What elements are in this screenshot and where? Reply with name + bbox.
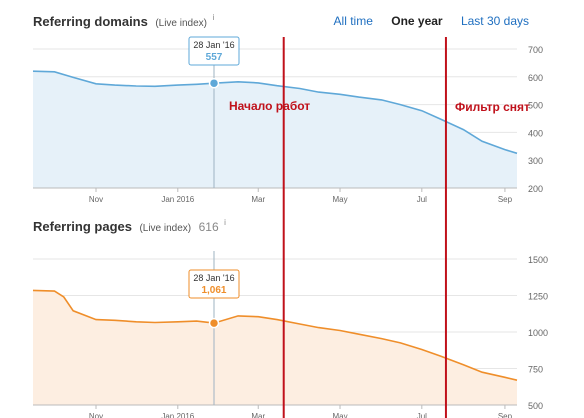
referring-pages-title: Referring pages: [33, 219, 132, 234]
y-tick-label: 300: [528, 156, 543, 166]
referring-pages-title-group: Referring pages (Live index) 616 i: [33, 218, 226, 236]
referring-domains-subtitle: (Live index): [155, 18, 208, 29]
referring-pages-subtitle: (Live index): [139, 223, 192, 234]
tab-last-30-days[interactable]: Last 30 days: [460, 14, 529, 28]
y-tick-label: 500: [528, 401, 543, 411]
referring-domains-area: [33, 71, 517, 188]
data-point[interactable]: [208, 317, 220, 329]
referring-domains-line: [32, 70, 518, 155]
tooltip-box: [188, 269, 240, 299]
y-tick-label: 1250: [528, 292, 548, 302]
x-tick-label: Sep: [498, 412, 513, 418]
x-tick-label: Jan 2016: [161, 412, 194, 418]
referring-pages-panel: Referring pages (Live index) 616 i 1500 1…: [0, 210, 584, 418]
annotation-label-start: Начало работ: [229, 99, 310, 113]
referring-pages-line: [32, 289, 518, 381]
referring-pages-chart[interactable]: 1500 1250 1000 750 500 Nov Jan 2016 Mar May Jul Se…: [0, 210, 584, 418]
referring-domains-title: Referring domains: [33, 14, 148, 29]
y-tick-label: 750: [528, 365, 543, 375]
y-tick-label: 500: [528, 101, 543, 111]
referring-pages-area: [33, 290, 517, 405]
y-tick-label: 700: [528, 45, 543, 55]
referring-domains-chart[interactable]: 700 600 500 400 300 200 Nov Jan 2016 Mar May Jul Se…: [0, 0, 584, 210]
x-tick-label: Nov: [89, 412, 103, 418]
x-tick-label: Jul: [417, 195, 427, 204]
x-tick-label: Sep: [498, 195, 513, 204]
tab-all-time[interactable]: All time: [333, 14, 373, 28]
tooltip-value: 557: [206, 52, 223, 63]
annotation-label-filter: Фильтр снят: [455, 100, 530, 114]
tooltip-date: 28 Jan '16: [193, 273, 234, 283]
info-icon[interactable]: i: [212, 13, 215, 22]
referring-pages-count: 616: [198, 220, 219, 234]
x-tick-label: May: [332, 195, 347, 204]
tooltip-box: [188, 36, 240, 66]
x-tick-label: Mar: [251, 412, 265, 418]
y-tick-label: 1500: [528, 255, 548, 265]
info-icon[interactable]: i: [224, 218, 226, 227]
x-tick-label: Jan 2016: [161, 195, 194, 204]
tooltip-value: 1,061: [201, 285, 226, 296]
referring-domains-panel: Referring domains (Live index) i All tim…: [0, 0, 584, 210]
y-tick-label: 400: [528, 128, 543, 138]
referring-domains-title-group: Referring domains (Live index) i: [33, 13, 214, 31]
time-range-tabs: All time One year Last 30 days: [319, 14, 529, 28]
x-tick-label: Jul: [417, 412, 427, 418]
x-tick-label: Mar: [251, 195, 265, 204]
tab-one-year[interactable]: One year: [391, 14, 443, 28]
y-tick-label: 600: [528, 73, 543, 83]
data-point[interactable]: [208, 77, 220, 89]
tooltip-date: 28 Jan '16: [193, 40, 234, 50]
x-tick-label: May: [332, 412, 347, 418]
x-tick-label: Nov: [89, 195, 103, 204]
y-tick-label: 200: [528, 184, 543, 194]
y-tick-label: 1000: [528, 328, 548, 338]
